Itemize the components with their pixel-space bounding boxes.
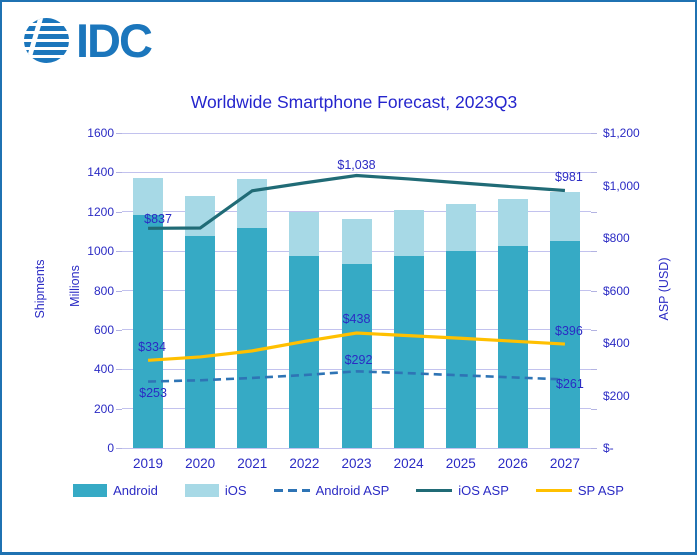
- left-axis-tick: [116, 448, 122, 449]
- legend-swatch-rect: [184, 484, 219, 497]
- bar-android-2020: [185, 236, 216, 448]
- right-axis-tick-label: $1,000: [603, 178, 640, 193]
- bar-android-2025: [445, 251, 476, 448]
- legend-label: SP ASP: [577, 483, 624, 498]
- x-axis-label-2019: 2019: [133, 456, 164, 471]
- legend-label: Android: [113, 483, 158, 498]
- x-axis-label-2025: 2025: [445, 456, 476, 471]
- legend-item-android: Android: [73, 483, 158, 498]
- legend-item-sp-asp: SP ASP: [535, 483, 624, 498]
- bar-android-2026: [497, 246, 528, 448]
- android-asp-line: [148, 370, 565, 383]
- left-axis-tick-label: 800: [93, 283, 114, 298]
- x-axis-label-2023: 2023: [341, 456, 372, 471]
- bar-ios-2026: [497, 198, 528, 247]
- sp-asp-line: [147, 331, 566, 362]
- left-axis-tick: [116, 329, 122, 331]
- left-axis-tick-label: 400: [93, 362, 114, 377]
- idc-globe-icon: [24, 18, 69, 63]
- gridline: [122, 171, 591, 173]
- bar-ios-2023: [341, 219, 372, 264]
- idc-logo: IDC: [24, 14, 153, 67]
- bar-ios-2022: [289, 211, 320, 257]
- asp-lines: [147, 173, 566, 383]
- legend-item-android-asp: Android ASP: [273, 483, 390, 498]
- bar-ios-2027: [549, 192, 580, 242]
- x-axis-label-2027: 2027: [549, 456, 580, 471]
- left-axis-tick: [116, 408, 122, 410]
- x-axis-label-2022: 2022: [289, 456, 320, 471]
- right-axis-tick-label: $200: [603, 388, 630, 403]
- legend-swatch-rect: [73, 484, 108, 497]
- right-axis-tick: [591, 408, 597, 410]
- left-axis-tick: [116, 251, 122, 253]
- value-label-396: $396: [555, 324, 583, 339]
- bar-ios-2021: [237, 179, 268, 228]
- bar-ios-2025: [445, 204, 476, 252]
- value-label-1038: $1,038: [337, 157, 376, 172]
- right-axis-tick: [591, 251, 597, 253]
- bar-android-2021: [237, 227, 268, 448]
- gridline: [122, 211, 591, 213]
- right-axis-tick-label: $800: [603, 231, 630, 245]
- right-axis-tick-label: $600: [603, 283, 630, 298]
- legend-swatch-dashed: [273, 489, 310, 492]
- legend-swatch-line: [535, 489, 572, 492]
- bar-android-2023: [341, 263, 372, 448]
- right-axis-tick: [591, 329, 597, 331]
- x-axis-label-2020: 2020: [185, 456, 216, 471]
- left-axis-title-shipments: Shipments: [33, 259, 47, 319]
- bar-android-2024: [393, 256, 424, 448]
- right-axis-tick-label: $400: [603, 336, 630, 350]
- legend-label: iOS ASP: [458, 483, 509, 498]
- legend-label: Android ASP: [315, 483, 390, 498]
- value-label-438: $438: [342, 312, 371, 327]
- right-axis-tick-label: $1,200: [603, 126, 640, 140]
- value-label-837: $837: [144, 212, 172, 227]
- x-axis-label-2021: 2021: [237, 456, 268, 471]
- right-axis-tick: [591, 290, 597, 292]
- left-axis-tick: [116, 133, 122, 134]
- left-axis-tick-label: 1000: [87, 244, 114, 259]
- idc-logo-text: IDC: [76, 14, 153, 67]
- legend-label: iOS: [224, 483, 247, 498]
- right-axis-tick: [591, 369, 597, 371]
- bar-android-2019: [133, 214, 164, 448]
- left-axis-tick: [116, 211, 122, 213]
- x-axis-label-2026: 2026: [497, 456, 528, 471]
- value-label-253: $253: [139, 385, 167, 400]
- left-axis-tick: [116, 172, 122, 174]
- left-axis-tick-label: 1400: [87, 165, 114, 180]
- right-axis-tick: [591, 448, 597, 449]
- gridline: [122, 447, 591, 449]
- value-label-334: $334: [138, 340, 166, 355]
- chart-legend: Android iOS Android ASP iOS ASP SP ASP: [2, 483, 695, 498]
- chart-title: Worldwide Smartphone Forecast, 2023Q3: [190, 92, 518, 112]
- left-axis-tick: [116, 290, 122, 292]
- legend-item-ios-asp: iOS ASP: [416, 483, 509, 498]
- left-axis-tick-label: 1200: [87, 204, 114, 219]
- value-label-261: $261: [556, 377, 584, 392]
- bar-android-2022: [289, 256, 320, 448]
- bar-ios-2024: [393, 209, 424, 257]
- plot-area: [122, 132, 591, 449]
- bar-ios-2019: [133, 178, 164, 215]
- left-axis-tick-label: 200: [93, 401, 114, 416]
- left-axis-tick: [116, 369, 122, 371]
- left-axis-tick-label: 600: [93, 322, 114, 337]
- value-label-292: $292: [344, 353, 373, 368]
- legend-swatch-line: [416, 489, 453, 492]
- ios-asp-line: [148, 173, 566, 230]
- right-axis-tick-label: $-: [603, 441, 614, 455]
- right-axis-tick: [591, 211, 597, 213]
- x-axis-label-2024: 2024: [393, 456, 424, 471]
- gridline: [122, 132, 591, 134]
- right-axis-tick: [591, 172, 597, 174]
- legend-item-ios: iOS: [184, 483, 247, 498]
- value-label-981: $981: [555, 170, 583, 185]
- left-axis-tick-label: 1600: [87, 126, 114, 140]
- left-axis-tick-label: 0: [107, 441, 114, 455]
- right-axis-tick: [591, 133, 597, 134]
